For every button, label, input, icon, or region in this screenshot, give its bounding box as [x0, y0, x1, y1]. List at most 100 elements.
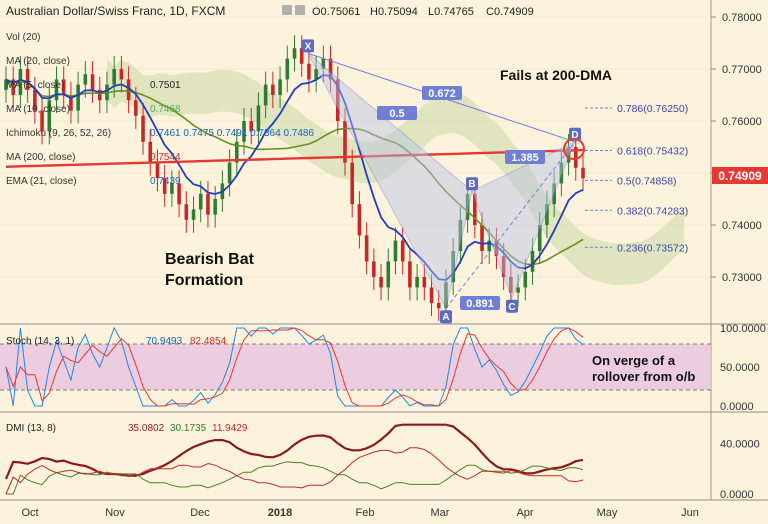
candle-body	[530, 251, 535, 272]
candle-body	[112, 69, 116, 85]
candle-body	[278, 79, 282, 95]
candle-body	[155, 162, 160, 179]
stoch-d-value: 82.4854	[190, 336, 227, 347]
indicator-legend: Vol (20) MA (20, close) MA (5, close) 0.750…	[6, 32, 314, 187]
candle-body	[516, 287, 520, 293]
ema21-line	[5, 74, 584, 281]
fib-level-label: 0.786(0.76250)	[617, 103, 688, 115]
dmi-lines	[4, 423, 584, 495]
dmi-minus-value: 11.9429	[212, 423, 248, 434]
candle-body	[235, 141, 239, 163]
pattern-point-badge	[466, 177, 478, 191]
candle-body	[90, 74, 95, 90]
candle-body	[357, 204, 362, 236]
indicator-value: 0.7501	[150, 80, 181, 91]
candle-body	[444, 282, 448, 309]
pattern-point-label: A	[442, 312, 449, 323]
ohlc-h: H0.75094	[370, 6, 418, 18]
ohlc-c: C0.74909	[486, 6, 534, 18]
candle-body	[97, 89, 102, 101]
price-tick-label: 0.78000	[722, 12, 762, 24]
settings-icon[interactable]	[295, 5, 305, 15]
indicator-value: 0.7461 0.7475 0.7491 0.7364 0.7486	[150, 128, 314, 139]
time-tick-label: Feb	[356, 507, 375, 519]
candle-body	[148, 141, 153, 163]
pattern-ratio-badge	[377, 106, 417, 120]
stoch-annotation-line1: On verge of a	[592, 353, 676, 368]
candle-body	[480, 225, 484, 251]
price-tick-label: 0.73000	[722, 272, 762, 284]
dmi-pane[interactable]	[4, 423, 584, 495]
candle-body	[69, 95, 73, 111]
indicator-value: 0.7544	[150, 152, 181, 163]
candle-body	[25, 69, 30, 90]
visibility-icon[interactable]	[282, 5, 292, 15]
stoch-k-value: 70.9493	[146, 336, 183, 347]
indicator-value: 0.7439	[150, 176, 181, 187]
pattern-ratio-label: 0.5	[389, 108, 404, 120]
candle-body	[47, 100, 52, 132]
candle-body	[256, 105, 261, 132]
candle-body	[76, 84, 80, 111]
candle-body	[263, 84, 268, 106]
pattern-ratio-badge	[422, 86, 462, 100]
price-grid	[0, 16, 711, 278]
bat-pattern: X A B C D 0.672 0.5 1.385 0.891	[302, 39, 581, 324]
pattern-point-badge	[569, 127, 581, 141]
dmi-axis[interactable]: 40.0000 0.0000	[720, 439, 760, 501]
candle-body	[379, 277, 383, 288]
ma-green-line	[5, 78, 584, 266]
fib-level-label: 0.236(0.73572)	[617, 242, 688, 254]
ohlc-o: O0.75061	[312, 6, 360, 18]
candle-body	[473, 193, 477, 225]
candle-body	[372, 261, 376, 277]
candle-body	[61, 79, 66, 95]
indicator-label: MA (10, close)	[6, 104, 70, 115]
candle-body	[249, 121, 254, 132]
candle-body	[509, 277, 513, 293]
time-tick-label: Nov	[105, 507, 125, 519]
stoch-pane[interactable]	[0, 326, 711, 407]
price-tick-label: 0.77000	[722, 64, 762, 76]
time-tick-label: May	[597, 507, 618, 519]
stoch-lines	[5, 326, 584, 407]
time-tick-label: Apr	[516, 507, 533, 519]
candle-body	[350, 162, 354, 205]
dmi-label: DMI (13, 8)	[6, 423, 56, 434]
dmi-plus-value: 30.1735	[170, 423, 207, 434]
chart-title: Australian Dollar/Swiss Franc, 1D, FXCM	[6, 4, 225, 18]
candle-body	[451, 251, 455, 283]
indicator-label: EMA (21, close)	[6, 176, 77, 187]
current-price-tag: 0.74909	[712, 167, 768, 184]
time-axis[interactable]: Oct Nov Dec 2018 Feb Mar Apr May Jun	[21, 507, 698, 519]
indicator-value: 0.7468	[150, 104, 181, 115]
candle-body	[177, 183, 181, 205]
time-tick-label: Mar	[431, 507, 450, 519]
ma200-line	[5, 148, 584, 168]
candle-body	[184, 204, 189, 220]
candle-body	[40, 110, 44, 132]
indicator-label: MA (20, close)	[6, 56, 70, 67]
candle-body	[552, 183, 556, 205]
rejection-circle	[563, 138, 585, 160]
candle-body	[559, 162, 564, 184]
dmi-plus-line	[6, 461, 584, 495]
ohlc-values: O0.75061 H0.75094 L0.74765 C0.74909	[312, 6, 534, 18]
stoch-tick-label: 100.0000	[720, 323, 766, 335]
stoch-axis[interactable]: 100.0000 50.0000 0.0000	[720, 323, 766, 413]
pattern-point-badge	[506, 299, 518, 313]
candle-body	[83, 74, 88, 85]
header-toolbar-icons[interactable]	[282, 5, 305, 15]
pattern-line-bd	[445, 141, 576, 309]
candle-body	[33, 89, 37, 111]
candle-body	[400, 240, 405, 262]
candle-body	[501, 256, 506, 277]
candle-body	[321, 58, 326, 69]
stoch-annotation-line2: rollover from o/b	[592, 369, 695, 384]
stoch-d-line	[5, 327, 584, 407]
candle-body	[537, 225, 542, 251]
candle-body	[422, 277, 427, 288]
candle-body	[393, 240, 398, 262]
